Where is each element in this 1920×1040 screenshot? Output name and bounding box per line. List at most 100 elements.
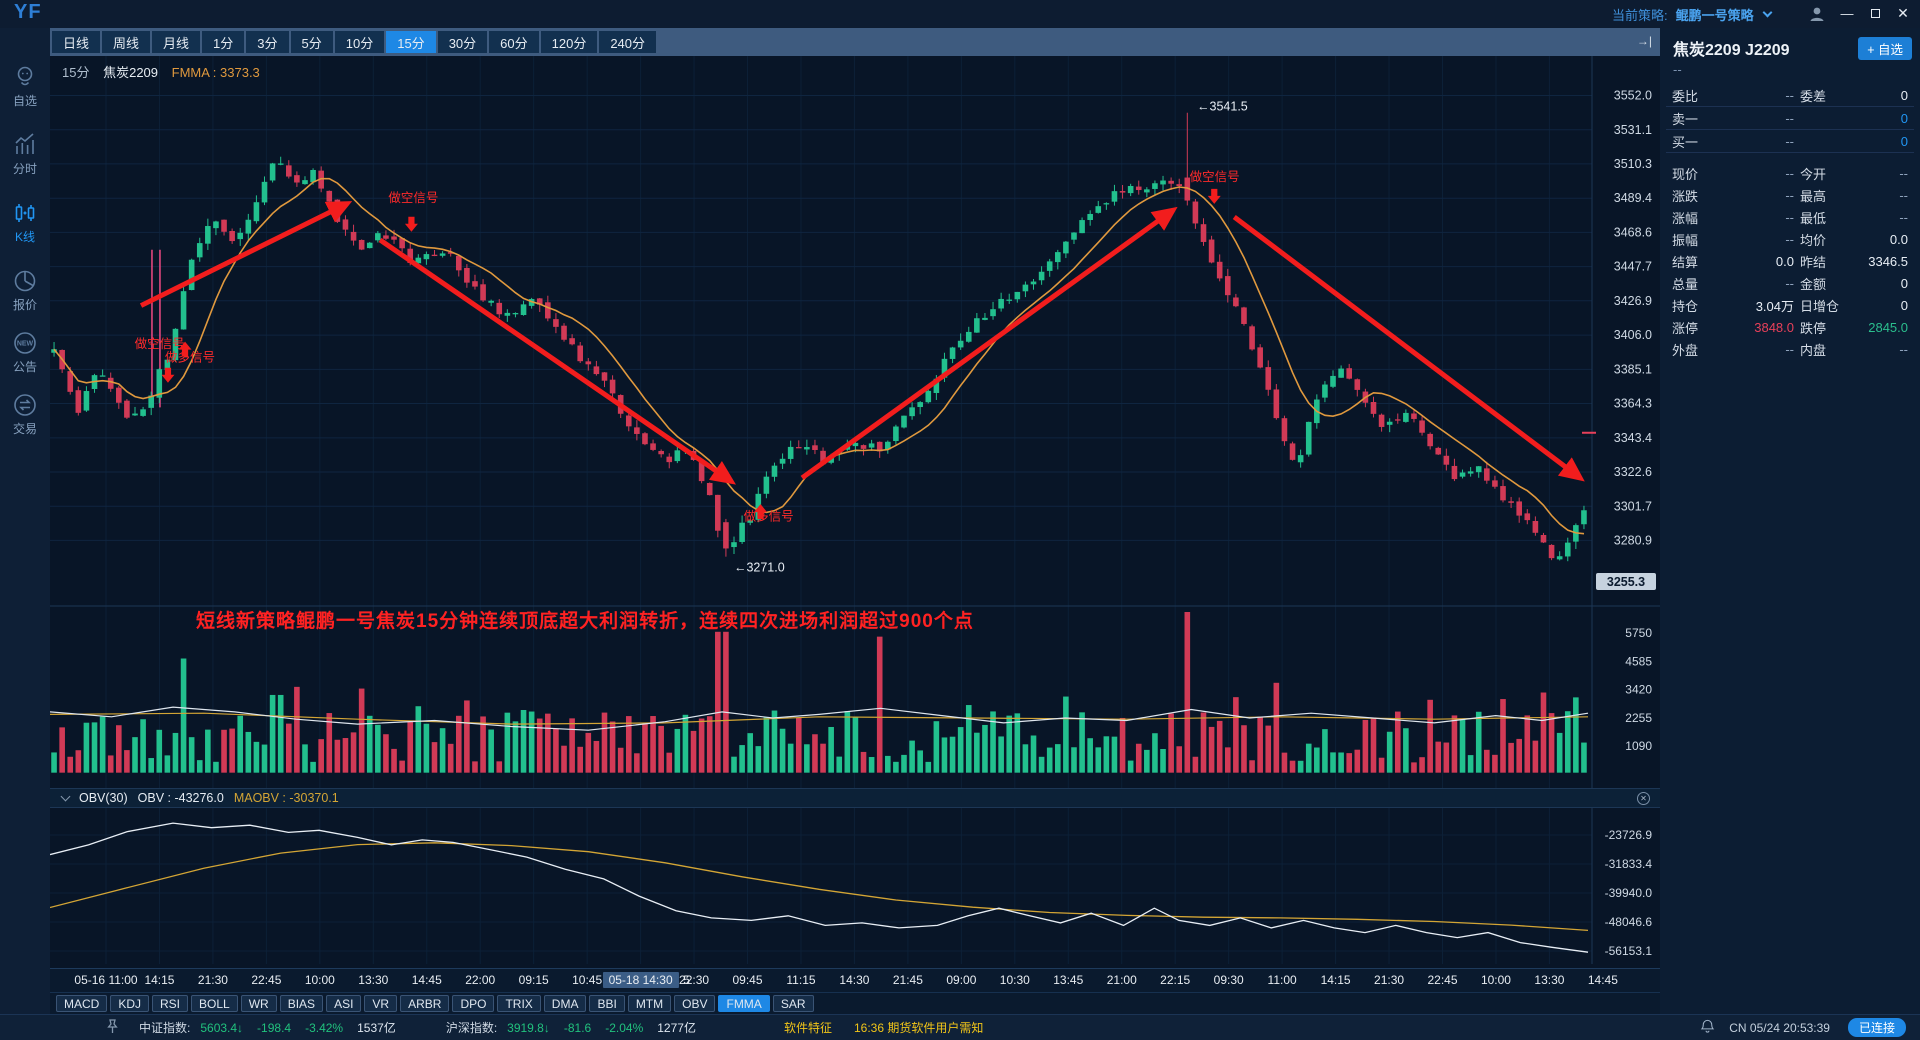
svg-text:-56153.1: -56153.1 — [1605, 944, 1653, 958]
indicator-tab-rsi[interactable]: RSI — [152, 995, 189, 1012]
connection-status-badge[interactable]: 已连接 — [1847, 1018, 1906, 1037]
pin-icon[interactable] — [106, 1018, 119, 1037]
time-label: 14:45 — [411, 973, 442, 987]
svg-text:3510.3: 3510.3 — [1614, 157, 1652, 171]
timeframe-button-120分[interactable]: 120分 — [540, 31, 598, 53]
indicator-tab-kdj[interactable]: KDJ — [110, 995, 150, 1012]
svg-text:3364.3: 3364.3 — [1614, 397, 1652, 411]
sidebar-item-label: 报价 — [12, 298, 37, 312]
field-label: 涨停 — [1672, 320, 1699, 336]
indicator-tab-wr[interactable]: WR — [240, 995, 277, 1012]
indicator-tab-fmma[interactable]: FMMA — [718, 995, 770, 1012]
kline-chart-canvas[interactable]: 3552.0 3531.1 3510.3 3489.4 3468.6 3447.7 3426… — [50, 56, 1660, 968]
restore-button[interactable] — [1862, 0, 1888, 26]
kline-icon — [15, 204, 35, 222]
time-label: 05-16 11:00 — [74, 973, 138, 987]
bell-icon[interactable] — [1700, 1018, 1715, 1037]
sidebar-item-label: K线 — [14, 230, 35, 244]
user-icon[interactable] — [1808, 5, 1826, 28]
field-value: -- — [1785, 231, 1794, 247]
field-value: 2845.0 — [1868, 319, 1908, 335]
field-value: -- — [1785, 187, 1794, 203]
indicator-tab-boll[interactable]: BOLL — [191, 995, 238, 1012]
watchlist-icon — [17, 66, 33, 86]
field-label: 振幅 — [1672, 232, 1699, 248]
close-indicator-icon[interactable]: ✕ — [1637, 792, 1650, 805]
collapse-panel-icon[interactable]: →| — [1636, 34, 1652, 48]
field-value: 0.0 — [1775, 253, 1794, 269]
field-label: 委差 — [1800, 88, 1827, 104]
svg-text:←3271.0: ←3271.0 — [734, 560, 785, 574]
obv-title: OBV(30) — [79, 791, 128, 805]
time-label: 13:30 — [358, 973, 389, 987]
time-label: 09:45 — [732, 973, 763, 987]
indicator-tab-arbr[interactable]: ARBR — [400, 995, 450, 1012]
field-label: 持仓 — [1672, 298, 1699, 314]
timeframe-button-60分[interactable]: 60分 — [489, 31, 539, 53]
chart-region: 15分 焦炭2209 FMMA : 3373.3 3552.0 3531.1 351… — [50, 56, 1660, 968]
sidebar-item-quotes[interactable]: 报价 — [0, 268, 50, 313]
close-button[interactable]: ✕ — [1897, 4, 1909, 21]
field-label: 总量 — [1672, 276, 1699, 292]
svg-text:做空信号: 做空信号 — [135, 336, 185, 351]
timeframe-button-240分[interactable]: 240分 — [599, 31, 657, 53]
strategy-name: 鲲鹏一号策略 — [1675, 7, 1754, 23]
notice-software-feature[interactable]: 软件特征 — [783, 1021, 832, 1035]
indicator-tab-dpo[interactable]: DPO — [452, 995, 495, 1012]
add-watchlist-button[interactable]: + 自选 — [1858, 37, 1912, 60]
strategy-selector[interactable]: 当前策略: 鲲鹏一号策略 — [1612, 4, 1773, 24]
field-label: 外盘 — [1672, 342, 1699, 358]
field-label: 金额 — [1800, 276, 1827, 292]
svg-text:3552.0: 3552.0 — [1614, 89, 1652, 103]
field-label: 涨跌 — [1672, 188, 1699, 204]
quote-row-涨跌: 涨跌 -- 最高 -- — [1660, 184, 1920, 206]
field-value: -- — [1785, 275, 1794, 291]
minimize-button[interactable]: — — [1840, 5, 1854, 21]
indicator-tab-trix[interactable]: TRIX — [497, 995, 541, 1012]
indicator-tab-obv[interactable]: OBV — [674, 995, 716, 1012]
time-label: 22:15 — [1160, 973, 1191, 987]
timeframe-button-日线[interactable]: 日线 — [52, 31, 101, 53]
indicator-tab-macd[interactable]: MACD — [56, 995, 108, 1012]
field-label: 买一 — [1672, 134, 1699, 150]
field-value: -- — [1785, 133, 1794, 149]
notice-user-info[interactable]: 16:36 期货软件用户需知 — [853, 1021, 984, 1035]
svg-text:3426.9: 3426.9 — [1614, 294, 1652, 308]
timeframe-button-10分[interactable]: 10分 — [334, 31, 385, 53]
timeframe-button-1分[interactable]: 1分 — [202, 31, 245, 53]
sidebar-item-kline[interactable]: K线 — [0, 200, 50, 245]
time-label: 14:15 — [144, 973, 175, 987]
indicator-tab-bbi[interactable]: BBI — [589, 995, 625, 1012]
timeframe-button-周线[interactable]: 周线 — [102, 31, 151, 53]
field-value: 0 — [1900, 275, 1908, 291]
timeframe-button-15分[interactable]: 15分 — [386, 31, 436, 53]
svg-text:-23726.9: -23726.9 — [1605, 828, 1653, 842]
indicator-tab-mtm[interactable]: MTM — [627, 995, 672, 1012]
timeframe-button-30分[interactable]: 30分 — [437, 31, 488, 53]
time-label: 21:30 — [197, 973, 228, 987]
sidebar-item-watchlist[interactable]: 自选 — [0, 64, 50, 109]
indicator-tab-asi[interactable]: ASI — [326, 995, 362, 1012]
timeframe-button-5分[interactable]: 5分 — [290, 31, 333, 53]
quote-rows: 委比 -- 委差 0 卖一 -- 0 买一 -- 0 现价 -- 今开 -- 涨跌 -- 最高 -- 涨幅 -- 最低 -… — [1660, 84, 1920, 360]
sidebar-item-trade[interactable]: 交易 — [0, 392, 50, 437]
field-label: 最高 — [1800, 188, 1827, 204]
timeframe-button-月线[interactable]: 月线 — [152, 31, 201, 53]
svg-text:3531.1: 3531.1 — [1614, 123, 1652, 137]
chevron-down-icon[interactable] — [60, 791, 71, 801]
indicator-tab-bias[interactable]: BIAS — [279, 995, 324, 1012]
indicator-tab-vr[interactable]: VR — [364, 995, 398, 1012]
field-value: 3848.0 — [1754, 319, 1794, 335]
field-label: 日增仓 — [1800, 298, 1840, 314]
sidebar-item-notice[interactable]: NEW 公告 — [0, 330, 50, 375]
time-label: 10:00 — [1480, 973, 1511, 987]
sidebar-item-intraday[interactable]: 分时 — [0, 132, 50, 177]
indicator-tab-dma[interactable]: DMA — [543, 995, 587, 1012]
field-value: -- — [1899, 209, 1908, 225]
timeframe-button-3分[interactable]: 3分 — [246, 31, 289, 53]
app-logo: YF — [14, 1, 42, 23]
quote-row-涨停: 涨停 3848.0 跌停 2845.0 — [1660, 316, 1920, 338]
svg-text:做空信号: 做空信号 — [388, 190, 438, 205]
indicator-tab-sar[interactable]: SAR — [772, 995, 814, 1012]
strategy-label: 当前策略: — [1612, 7, 1668, 23]
